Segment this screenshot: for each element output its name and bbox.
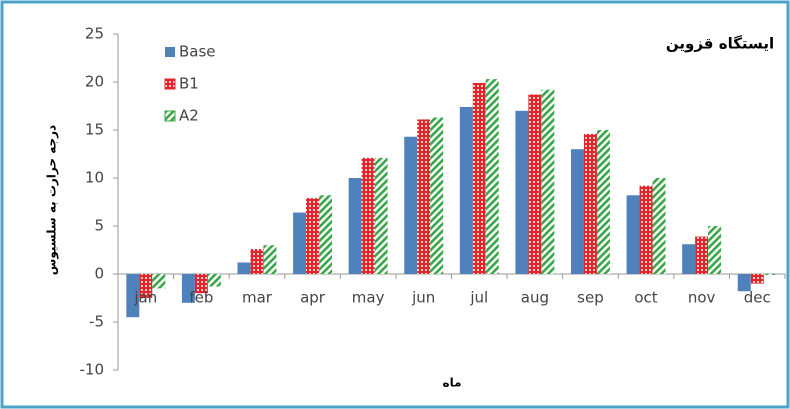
x-tick-label: jun: [411, 289, 435, 307]
x-tick-label: may: [352, 289, 385, 307]
bar: [374, 157, 388, 274]
x-tick-label: jul: [469, 289, 488, 307]
x-tick-label: jan: [133, 289, 157, 307]
x-tick-label: sep: [577, 289, 604, 307]
legend-swatch: [164, 78, 176, 90]
x-tick-label: aug: [521, 289, 549, 307]
y-tick-label: 20: [85, 73, 104, 91]
legend-swatch: [164, 110, 176, 122]
y-tick-label: -5: [89, 313, 104, 331]
bar: [237, 262, 251, 274]
bar: [737, 274, 751, 292]
bar: [485, 79, 499, 275]
bar: [207, 274, 221, 287]
bar: [404, 136, 418, 274]
bar: [181, 274, 195, 303]
bar: [319, 195, 332, 274]
bar: [472, 82, 486, 275]
bar: [250, 249, 264, 274]
bar: [152, 274, 166, 289]
x-tick-label: feb: [189, 289, 213, 307]
bar: [639, 185, 653, 274]
bar: [626, 195, 640, 274]
bar: [348, 178, 362, 274]
legend-label: B1: [179, 75, 199, 93]
bar: [430, 117, 444, 275]
chart-title: ایستگاه قزوین: [666, 35, 774, 53]
bar: [763, 274, 777, 275]
bar: [541, 89, 555, 275]
bar: [293, 212, 307, 274]
bar: [306, 198, 320, 274]
legend-swatch: [165, 47, 175, 57]
bar: [682, 244, 696, 274]
x-tick-label: oct: [634, 289, 657, 307]
y-tick-label: 5: [94, 217, 104, 235]
bar: [652, 178, 666, 274]
bar: [417, 119, 431, 274]
bar: [515, 110, 529, 274]
y-axis-label: درجه حرارت به سلسیوس: [45, 125, 60, 275]
x-tick-label: dec: [744, 289, 771, 307]
y-tick-label: 15: [85, 121, 104, 139]
y-tick-label: 25: [85, 25, 104, 43]
bar: [571, 149, 584, 274]
bar: [263, 245, 277, 274]
bar: [583, 133, 597, 274]
bar: [459, 106, 473, 275]
bar: [528, 94, 542, 274]
bar: [695, 236, 709, 274]
y-tick-label: 10: [85, 169, 104, 187]
x-tick-label: apr: [300, 289, 326, 307]
x-axis-label: ماه: [442, 376, 461, 390]
x-tick-label: mar: [242, 289, 273, 307]
bar: [596, 130, 610, 274]
legend-label: Base: [179, 43, 216, 61]
bar: [361, 157, 375, 274]
y-tick-label: 0: [94, 265, 104, 283]
bar: [194, 274, 208, 294]
bar: [750, 274, 764, 284]
y-tick-label: -10: [80, 361, 105, 379]
legend-label: A2: [179, 107, 199, 125]
x-tick-label: nov: [688, 289, 716, 307]
bar: [708, 226, 722, 274]
bar: [126, 274, 140, 318]
bar: [139, 274, 153, 298]
